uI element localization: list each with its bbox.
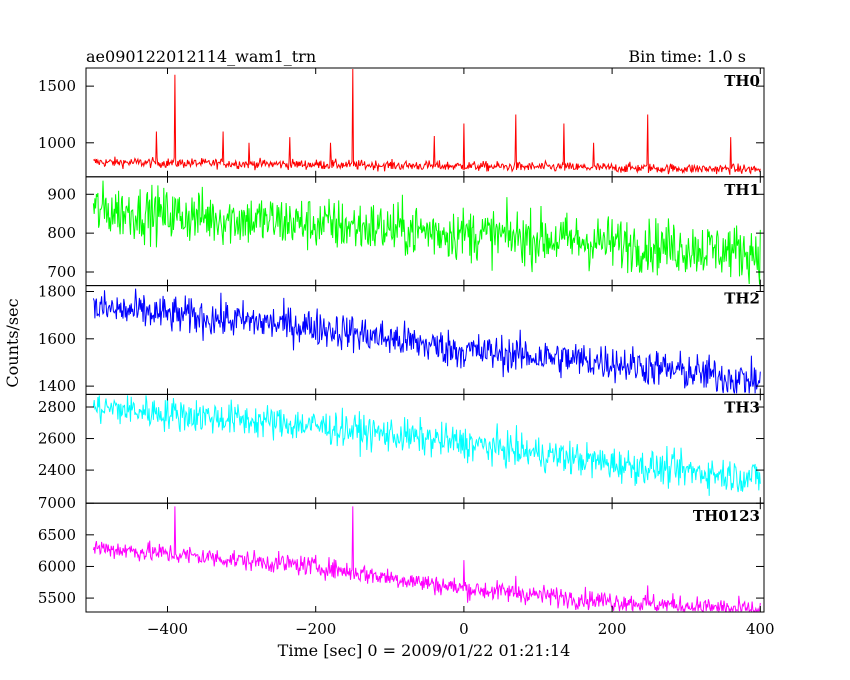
y-tick-label: 700 [47,263,76,281]
x-axis-label: Time [sec] 0 = 2009/01/22 01:21:14 [278,641,571,660]
series-label: TH0123 [693,507,760,525]
panel-frame [85,502,765,613]
panel-th0123: 5500 6000 6500 7000 TH0123 [38,494,765,613]
y-tick-label: 2400 [38,461,76,479]
plot-panels: 1000 1500 TH0 700 800 900 TH1 1400 1600 1800 TH2 24… [38,67,775,638]
series-line-th0 [93,68,761,175]
x-tick-label: 400 [746,620,775,638]
series-line-th2 [92,288,761,394]
series-line-th1 [92,180,761,285]
y-tick-label: 1000 [38,134,76,152]
panel-th3: 2400 2600 2800 TH3 [38,393,765,504]
panel-th1: 700 800 900 TH1 [47,176,765,287]
y-tick-label: 2600 [38,430,76,448]
y-tick-label: 5500 [38,589,76,607]
series-line-th3 [92,395,761,496]
y-tick-label: 900 [47,185,76,203]
x-tick-label: 200 [598,620,627,638]
series-line-th0123 [92,506,761,613]
x-tick-label: −400 [147,620,188,638]
series-label: TH0 [724,72,760,90]
series-label: TH3 [724,398,760,416]
bin-time-label: Bin time: 1.0 s [628,47,746,66]
y-tick-label: 1500 [38,77,76,95]
series-label: TH2 [724,290,760,308]
y-tick-label: 1800 [38,283,76,301]
y-axis-label: Counts/sec [3,298,22,387]
series-label: TH1 [724,181,760,199]
plot-title: ae090122012114_wam1_trn [86,47,316,66]
x-tick-label: 0 [459,620,469,638]
y-tick-label: 6000 [38,557,76,575]
y-tick-label: 7000 [38,494,76,512]
panel-th0: 1000 1500 TH0 [38,67,765,178]
panel-frame [85,285,765,395]
y-tick-label: 1400 [38,377,76,395]
panel-th2: 1400 1600 1800 TH2 [38,283,765,395]
y-tick-label: 2800 [38,398,76,416]
y-tick-label: 6500 [38,526,76,544]
y-tick-label: 800 [47,224,76,242]
y-tick-label: 1600 [38,330,76,348]
x-tick-label: −200 [295,620,336,638]
